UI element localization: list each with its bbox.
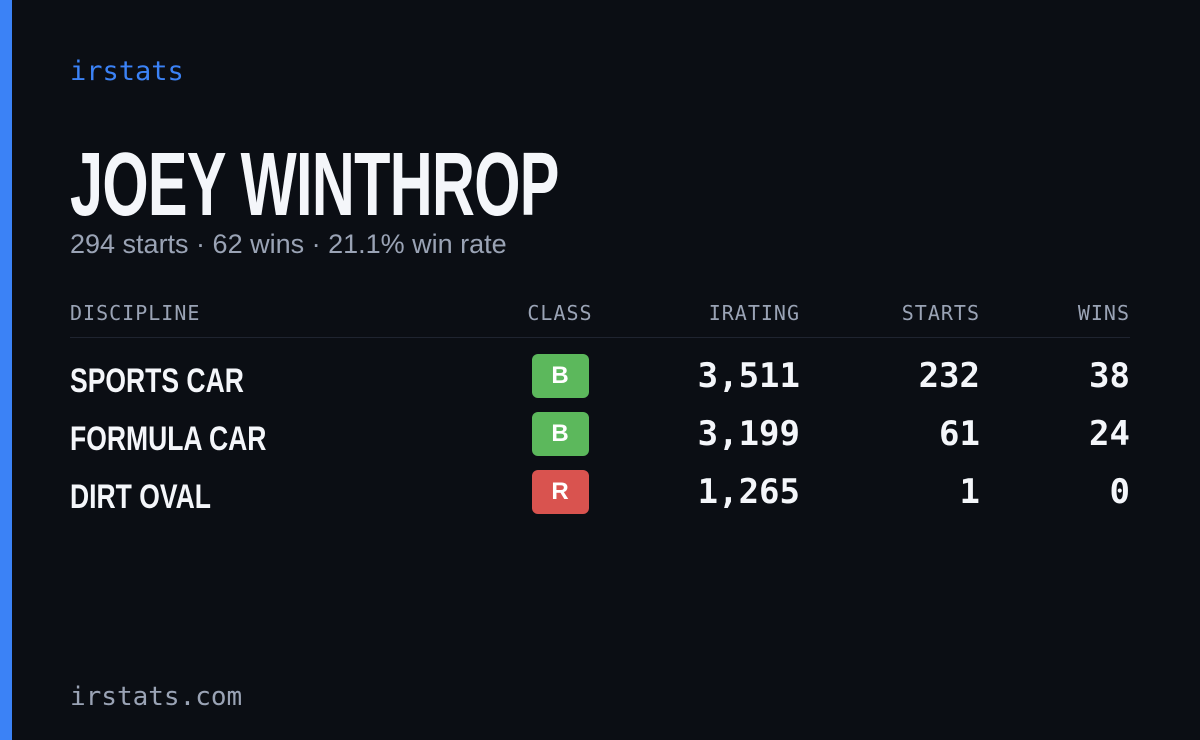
class-badge: B [531, 412, 589, 456]
irating: 1,265 [697, 472, 800, 512]
class-badge: B [531, 354, 589, 398]
discipline: DIRT OVAL [70, 478, 211, 516]
driver-name: JOEY WINTHROP [70, 135, 559, 235]
column-header: IRATING [708, 301, 800, 325]
starts: 61 [939, 414, 980, 454]
irating: 3,199 [697, 414, 800, 454]
starts: 232 [918, 356, 980, 396]
footer: irstats.com [70, 682, 243, 712]
discipline: FORMULA CAR [70, 420, 267, 458]
column-header: WINS [1077, 301, 1130, 325]
class-badge: R [531, 470, 589, 514]
brand: irstats [70, 56, 184, 87]
summary: 294 starts · 62 wins · 21.1% win rate [70, 229, 507, 259]
column-header: CLASS [527, 301, 593, 325]
accent-bar [0, 0, 12, 740]
column-header: DISCIPLINE [70, 301, 201, 325]
wins: 0 [1109, 472, 1130, 512]
starts: 1 [959, 472, 980, 512]
discipline: SPORTS CAR [70, 362, 244, 400]
wins: 24 [1089, 414, 1130, 454]
column-header: STARTS [901, 301, 980, 325]
irating: 3,511 [697, 356, 800, 396]
wins: 38 [1089, 356, 1130, 396]
header-rule [70, 337, 1130, 338]
